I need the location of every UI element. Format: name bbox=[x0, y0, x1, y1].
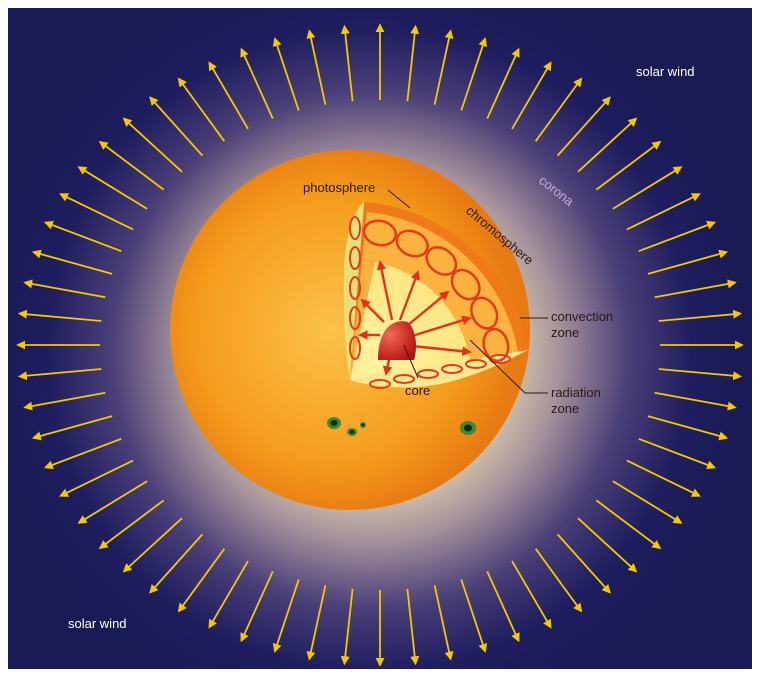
sunspots bbox=[327, 417, 476, 436]
cutaway-left-face bbox=[343, 202, 364, 380]
arrow-outward-icon bbox=[77, 480, 148, 524]
convection-cell bbox=[482, 327, 510, 363]
arrow-outward-icon bbox=[340, 588, 354, 666]
sunspot-icon bbox=[460, 421, 476, 435]
arrow-outward-icon bbox=[340, 24, 354, 102]
arrow-outward-icon bbox=[149, 533, 204, 594]
radiation-arrows bbox=[358, 260, 472, 376]
radiation-zone-label-line2: zone bbox=[551, 401, 579, 416]
arrow-outward-icon bbox=[240, 47, 274, 119]
convection-cell bbox=[369, 379, 391, 389]
convection-cell bbox=[465, 359, 487, 369]
arrow-outward-icon bbox=[208, 560, 249, 629]
arrow-outward-icon bbox=[406, 24, 420, 102]
arrow-outward-icon bbox=[626, 193, 701, 231]
arrow-outward-icon bbox=[658, 368, 743, 381]
arrow-outward-icon bbox=[177, 548, 226, 613]
arrow-outward-icon bbox=[433, 585, 454, 661]
arrow-outward-icon bbox=[612, 480, 683, 524]
arrow-outward-icon bbox=[240, 571, 274, 643]
arrow-outward-icon bbox=[17, 368, 102, 381]
core-label: core bbox=[405, 383, 430, 398]
convection-zone-label-line1: convection bbox=[551, 309, 613, 324]
arrow-outward-icon bbox=[17, 309, 102, 322]
convection-cell bbox=[349, 306, 361, 330]
convection-cell bbox=[470, 296, 499, 330]
convection-cells bbox=[349, 216, 511, 389]
arrow-outward-icon bbox=[31, 249, 113, 275]
convection-cell bbox=[425, 246, 458, 276]
arrow-outward-icon bbox=[626, 459, 701, 497]
arrow-outward-icon bbox=[534, 548, 583, 613]
solar-wind-label-top: solar wind bbox=[636, 64, 695, 79]
convection-cell bbox=[362, 219, 398, 247]
arrow-outward-icon bbox=[77, 166, 148, 210]
arrow-outward-icon bbox=[272, 37, 300, 111]
arrow-outward-icon bbox=[486, 571, 520, 643]
arrow-outward-icon bbox=[511, 560, 552, 629]
solar-wind-label-bottom: solar wind bbox=[68, 616, 127, 631]
arrow-outward-icon bbox=[638, 437, 717, 470]
arrow-outward-icon bbox=[511, 61, 552, 130]
arrow-outward-icon bbox=[460, 579, 488, 653]
arrow-outward-icon bbox=[486, 47, 520, 119]
arrow-outward-icon bbox=[433, 29, 454, 105]
arrow-outward-icon bbox=[534, 77, 583, 142]
arrow-outward-icon bbox=[98, 499, 165, 550]
arrow-outward-icon bbox=[654, 279, 737, 299]
arrow-outward-icon bbox=[577, 117, 638, 173]
arrow-outward-icon bbox=[647, 415, 729, 441]
radiation-zone-label-line1: radiation bbox=[551, 385, 601, 400]
arrow-outward-icon bbox=[556, 96, 611, 157]
convection-cell bbox=[349, 336, 361, 360]
arrow-outward-icon bbox=[647, 249, 729, 275]
arrow-outward-icon bbox=[59, 459, 134, 497]
label-leader-lines bbox=[387, 189, 548, 394]
arrow-outward-icon bbox=[31, 415, 113, 441]
arrow-outward-icon bbox=[23, 391, 106, 411]
convection-cell bbox=[395, 229, 429, 258]
arrow-outward-icon bbox=[208, 61, 249, 130]
arrow-outward-icon bbox=[272, 579, 300, 653]
convection-cell bbox=[349, 276, 361, 300]
convection-cell bbox=[441, 364, 463, 374]
sunspot-icon bbox=[347, 428, 357, 436]
convection-cell bbox=[349, 216, 361, 240]
arrow-outward-icon bbox=[43, 220, 122, 253]
arrow-outward-icon bbox=[612, 166, 683, 210]
arrow-outward-icon bbox=[556, 533, 611, 594]
arrow-outward-icon bbox=[149, 96, 204, 157]
arrow-outward-icon bbox=[59, 193, 134, 231]
sunspot-icon bbox=[327, 417, 341, 429]
arrow-outward-icon bbox=[98, 140, 165, 191]
arrow-outward-icon bbox=[654, 391, 737, 411]
arrow-outward-icon bbox=[406, 588, 420, 666]
convection-cell bbox=[349, 246, 361, 270]
convection-zone-label-line2: zone bbox=[551, 325, 579, 340]
arrow-outward-icon bbox=[177, 77, 226, 142]
convection-cell bbox=[393, 374, 415, 384]
arrow-outward-icon bbox=[43, 437, 122, 470]
arrow-outward-icon bbox=[595, 499, 662, 550]
convection-cell bbox=[450, 268, 481, 301]
arrow-outward-icon bbox=[460, 37, 488, 111]
photosphere-label: photosphere bbox=[303, 180, 375, 195]
convection-cell bbox=[417, 369, 439, 379]
sunspot-icon bbox=[360, 422, 366, 428]
arrow-outward-icon bbox=[306, 585, 327, 661]
arrow-outward-icon bbox=[23, 279, 106, 299]
arrow-outward-icon bbox=[595, 140, 662, 191]
arrow-outward-icon bbox=[306, 29, 327, 105]
arrow-outward-icon bbox=[122, 517, 183, 573]
solar-wind-arrows bbox=[16, 23, 744, 667]
arrow-outward-icon bbox=[577, 517, 638, 573]
arrow-outward-icon bbox=[638, 220, 717, 253]
arrow-outward-icon bbox=[122, 117, 183, 173]
arrow-outward-icon bbox=[658, 309, 743, 322]
